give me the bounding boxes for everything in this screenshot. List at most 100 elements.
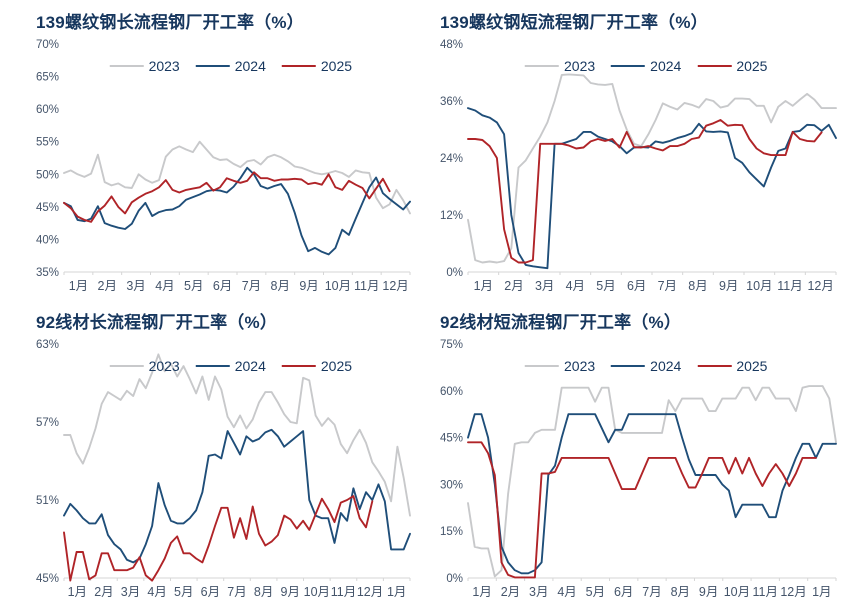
x-tick-label: 1月 — [68, 585, 87, 599]
x-tick-label: 6月 — [627, 279, 646, 293]
chart-canvas-holder: 0% 15% 30% 45% 60% 75% 1月 2月 3月 4月 5月 6月 7月 8月 9月 10月 11… — [432, 336, 844, 604]
plot-area-rebar-short: 2023 2024 2025 0% 12% 24% 36% 48% 1月 2月 3月 4月 5月 6月 7… — [432, 36, 844, 298]
x-tick-label: 12月 — [357, 585, 383, 599]
x-tick-label: 10月 — [325, 279, 351, 293]
x-tick-label: 5月 — [174, 585, 193, 599]
legend-item-2024: 2024 — [195, 58, 266, 74]
legend-rebar-long: 2023 2024 2025 — [109, 58, 353, 74]
x-tick-label: 4月 — [155, 279, 174, 293]
x-tick-label: 1月 — [472, 585, 491, 599]
x-tick-label: 6月 — [213, 279, 232, 293]
series-line-2023 — [63, 353, 411, 517]
y-tick-label: 65% — [36, 72, 59, 84]
series-line-2023 — [467, 385, 837, 578]
y-tick-label: 45% — [36, 573, 59, 585]
x-tick-label: 3月 — [535, 279, 554, 293]
x-tick-label: 1月 — [387, 585, 406, 599]
chart-canvas-holder: 35% 40% 45% 50% 55% 60% 65% 70% 1月 2月 3月 4月 5月 6月 7月 8月… — [28, 36, 418, 298]
legend-item-2023: 2023 — [525, 58, 595, 74]
chart-title-wirerod-long: 92线材长流程钢厂开工率（%） — [36, 313, 278, 332]
legend-line-sample-2025 — [281, 365, 316, 367]
chart-canvas: 0% 15% 30% 45% 60% 75% 1月 2月 3月 4月 5月 6月 7月 8月 9月 10月 11… — [440, 339, 837, 599]
y-tick-label: 12% — [440, 210, 463, 222]
y-tick-label: 75% — [440, 339, 463, 351]
legend-label-2024: 2024 — [234, 58, 266, 74]
legend-line-sample-2025 — [281, 65, 316, 67]
legend-item-2024: 2024 — [611, 58, 681, 74]
x-tick-label: 9月 — [281, 585, 300, 599]
x-tick-label: 9月 — [299, 279, 318, 293]
legend-line-sample-2023 — [109, 365, 144, 367]
x-tick-label: 11月 — [331, 585, 356, 599]
x-tick-label: 8月 — [254, 585, 273, 599]
x-tick-label: 4月 — [147, 585, 166, 599]
y-tick-label: 60% — [440, 386, 463, 398]
y-tick-label: 51% — [36, 495, 59, 507]
chart-card-wirerod-long: 92线材长流程钢厂开工率（%） 2023 2024 2025 45% 51% 57% 63… — [0, 300, 428, 606]
y-tick-label: 35% — [36, 267, 59, 279]
chart-canvas: 45% 51% 57% 63% 1月 2月 3月 4月 5月 6月 7月 8月 9月 10月 11月 12月 1… — [36, 339, 411, 599]
legend-item-2023: 2023 — [109, 358, 180, 374]
y-tick-label: 40% — [36, 234, 59, 246]
x-tick-label: 4月 — [557, 585, 576, 599]
legend-line-sample-2023 — [109, 65, 144, 67]
legend-label-2023: 2023 — [148, 58, 180, 74]
x-tick-label: 7月 — [242, 279, 261, 293]
y-tick-label: 70% — [36, 39, 59, 51]
x-tick-label: 5月 — [586, 585, 605, 599]
plot-area-rebar-long: 2023 2024 2025 35% 40% 45% 50% 55% 60% 65% 70% 1月 2… — [28, 36, 418, 298]
x-tick-label: 8月 — [688, 279, 707, 293]
series-line-2025 — [63, 495, 374, 582]
chart-canvas-holder: 45% 51% 57% 63% 1月 2月 3月 4月 5月 6月 7月 8月 9月 10月 11月 12月 1… — [28, 336, 418, 604]
y-tick-label: 0% — [446, 267, 463, 279]
chart-canvas-holder: 0% 12% 24% 36% 48% 1月 2月 3月 4月 5月 6月 7月 8月 9月 10月 11月 12… — [432, 36, 844, 298]
series-line-2024 — [467, 413, 837, 575]
chart-canvas: 0% 12% 24% 36% 48% 1月 2月 3月 4月 5月 6月 7月 8月 9月 10月 11月 12… — [440, 39, 837, 293]
y-tick-label: 60% — [36, 104, 59, 116]
legend-label-2025: 2025 — [736, 358, 768, 374]
x-tick-label: 2月 — [501, 585, 520, 599]
y-tick-label: 55% — [36, 137, 59, 149]
x-tick-label: 11月 — [354, 279, 379, 293]
legend-label-2025: 2025 — [320, 58, 353, 74]
x-tick-label: 1月 — [69, 279, 88, 293]
legend-item-2023: 2023 — [525, 358, 595, 374]
y-tick-label: 0% — [446, 573, 463, 585]
x-tick-label: 8月 — [271, 279, 290, 293]
x-tick-label: 6月 — [614, 585, 633, 599]
legend-line-sample-2023 — [525, 65, 559, 67]
plot-area-wirerod-short: 2023 2024 2025 0% 15% 30% 45% 60% 75% 1月 2月 3月 4月 5月… — [432, 336, 844, 604]
legend-item-2025: 2025 — [281, 58, 353, 74]
y-tick-label: 30% — [440, 479, 463, 491]
legend-item-2024: 2024 — [195, 358, 266, 374]
legend-item-2025: 2025 — [281, 358, 353, 374]
legend-label-2025: 2025 — [736, 58, 768, 74]
series-line-2024 — [63, 428, 411, 564]
x-tick-label: 7月 — [658, 279, 677, 293]
x-tick-label: 3月 — [529, 585, 548, 599]
chart-canvas: 35% 40% 45% 50% 55% 60% 65% 70% 1月 2月 3月 4月 5月 6月 7月 8月… — [36, 39, 411, 293]
legend-item-2025: 2025 — [697, 58, 767, 74]
series-line-2025 — [467, 441, 817, 579]
plot-area-wirerod-long: 2023 2024 2025 45% 51% 57% 63% 1月 2月 3月 4月 5月 6月 7月 8… — [28, 336, 418, 604]
legend-line-sample-2024 — [195, 365, 230, 367]
y-tick-label: 63% — [36, 339, 59, 351]
x-tick-label: 11月 — [752, 585, 777, 599]
legend-item-2023: 2023 — [109, 58, 180, 74]
x-tick-label: 1月 — [812, 585, 831, 599]
x-tick-label: 9月 — [719, 279, 738, 293]
series-line-2023 — [63, 140, 411, 215]
x-tick-label: 4月 — [566, 279, 585, 293]
legend-line-sample-2024 — [611, 365, 646, 367]
legend-rebar-short: 2023 2024 2025 — [525, 58, 767, 74]
legend-line-sample-2025 — [697, 65, 732, 67]
legend-line-sample-2024 — [195, 65, 230, 67]
legend-label-2024: 2024 — [650, 358, 682, 374]
chart-card-rebar-long: 139螺纹钢长流程钢厂开工率（%） 2023 2024 2025 35% 40% 45%… — [0, 0, 428, 300]
legend-label-2025: 2025 — [320, 358, 353, 374]
chart-title-rebar-long: 139螺纹钢长流程钢厂开工率（%） — [36, 13, 304, 32]
x-tick-label: 8月 — [671, 585, 690, 599]
y-tick-label: 50% — [36, 169, 59, 181]
